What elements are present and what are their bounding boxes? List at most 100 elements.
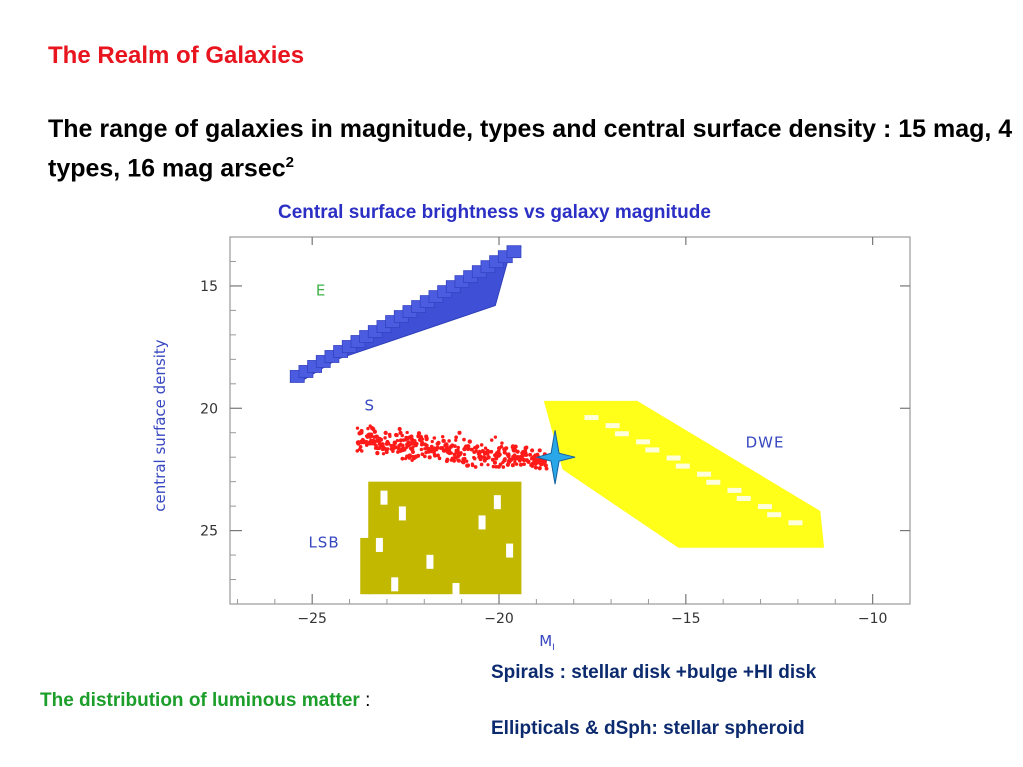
region-label-dwe: DWE bbox=[746, 433, 785, 451]
spiral-point bbox=[491, 464, 496, 469]
spiral-point bbox=[373, 446, 378, 450]
y-tick-label: 15 bbox=[200, 279, 218, 295]
spiral-point bbox=[375, 450, 380, 456]
spiral-point bbox=[371, 439, 376, 444]
spiral-point bbox=[462, 456, 467, 461]
spiral-point bbox=[364, 443, 369, 447]
spiral-point bbox=[386, 441, 391, 446]
note-ellipticals: Ellipticals & dSph: stellar spheroid bbox=[491, 718, 805, 739]
spiral-point bbox=[529, 456, 534, 461]
y-tick-label: 25 bbox=[200, 524, 218, 540]
note-spirals: Spirals : stellar disk +bulge +HI disk bbox=[491, 662, 817, 683]
spiral-point bbox=[379, 443, 384, 448]
spiral-point bbox=[485, 448, 490, 453]
spiral-point bbox=[396, 450, 400, 454]
spiral-point bbox=[529, 462, 534, 467]
dwe-gap bbox=[614, 431, 629, 437]
spiral-point bbox=[393, 445, 398, 450]
dwe-band bbox=[543, 400, 825, 548]
note-luminous-matter-text: The distribution of luminous matter bbox=[40, 690, 360, 711]
spiral-point bbox=[356, 440, 361, 444]
spiral-point bbox=[496, 464, 501, 469]
spiral-point bbox=[423, 443, 427, 447]
spiral-point bbox=[420, 452, 425, 457]
y-axis-label: central surface density bbox=[151, 339, 169, 511]
spiral-point bbox=[485, 456, 489, 461]
spiral-point bbox=[436, 453, 440, 458]
spiral-point bbox=[397, 443, 401, 448]
series-s bbox=[355, 424, 549, 471]
spiral-point bbox=[505, 462, 511, 467]
spiral-point bbox=[437, 456, 442, 461]
slide-subtitle: The range of galaxies in magnitude, type… bbox=[48, 112, 1023, 185]
spiral-point bbox=[518, 454, 523, 460]
spiral-point bbox=[537, 466, 542, 471]
spiral-point bbox=[456, 445, 460, 450]
spiral-point bbox=[416, 453, 421, 458]
spiral-point bbox=[406, 440, 410, 445]
x-axis-label: MI bbox=[539, 632, 555, 653]
spiral-point bbox=[479, 443, 484, 447]
spiral-point bbox=[492, 453, 498, 458]
spiral-point bbox=[466, 447, 470, 452]
spiral-point bbox=[467, 439, 472, 444]
spiral-point bbox=[432, 451, 436, 455]
spiral-point bbox=[394, 433, 399, 438]
x-tick-label: −20 bbox=[484, 611, 514, 627]
spiral-point bbox=[490, 438, 494, 442]
spiral-point bbox=[371, 426, 376, 432]
spiral-point bbox=[368, 424, 372, 428]
spiral-point bbox=[466, 444, 471, 449]
elliptical-block bbox=[506, 245, 522, 259]
lsb-gap bbox=[452, 582, 460, 597]
spiral-point bbox=[508, 458, 513, 463]
spiral-point bbox=[389, 443, 393, 448]
dwe-gap bbox=[767, 512, 782, 518]
series-e bbox=[289, 245, 522, 383]
spiral-point bbox=[452, 458, 457, 463]
spiral-point bbox=[479, 462, 484, 467]
spiral-point bbox=[470, 447, 474, 452]
plot-frame bbox=[229, 236, 911, 605]
dwe-gap bbox=[605, 423, 620, 429]
spiral-point bbox=[528, 452, 533, 457]
spiral-point bbox=[374, 434, 379, 439]
spiral-point bbox=[440, 445, 445, 450]
spiral-point bbox=[466, 463, 471, 468]
spiral-point bbox=[419, 442, 424, 447]
spiral-point bbox=[524, 452, 529, 458]
spiral-point bbox=[384, 450, 389, 455]
spiral-point bbox=[401, 443, 405, 448]
spiral-point bbox=[368, 435, 372, 439]
spiral-point bbox=[478, 450, 482, 455]
spiral-point bbox=[490, 457, 495, 462]
spiral-point bbox=[405, 445, 409, 449]
spiral-point bbox=[502, 457, 507, 462]
region-labels: E S LSB DWE bbox=[308, 282, 785, 552]
lsb-block-edge bbox=[360, 537, 371, 595]
series-layer bbox=[289, 245, 825, 597]
spiral-point bbox=[511, 448, 516, 453]
dwe-gap bbox=[757, 504, 772, 510]
spiral-point bbox=[417, 437, 423, 442]
dwe-gap bbox=[636, 439, 651, 445]
spiral-point bbox=[395, 438, 400, 443]
spiral-point bbox=[435, 445, 440, 450]
dwe-gap bbox=[736, 495, 751, 501]
spiral-point bbox=[510, 463, 515, 468]
spiral-point bbox=[457, 458, 461, 463]
subtitle-superscript: 2 bbox=[285, 154, 294, 171]
spiral-point bbox=[474, 449, 478, 453]
spiral-point bbox=[386, 447, 390, 451]
spiral-point bbox=[474, 446, 478, 450]
spiral-point bbox=[409, 440, 415, 446]
spiral-point bbox=[422, 454, 427, 459]
note-colon: : bbox=[365, 690, 371, 711]
spiral-point bbox=[482, 452, 487, 456]
spiral-point bbox=[534, 458, 539, 463]
spiral-point bbox=[397, 426, 402, 432]
spiral-point bbox=[452, 444, 457, 449]
spiral-point bbox=[460, 460, 465, 464]
region-label-e: E bbox=[316, 282, 326, 300]
